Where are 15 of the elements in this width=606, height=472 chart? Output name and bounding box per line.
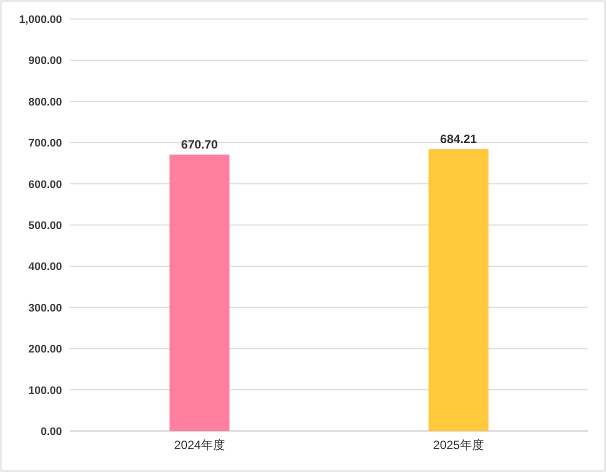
x-tick-label: 2024年度 [174, 438, 225, 452]
y-tick-label: 0.00 [40, 426, 62, 438]
y-tick-label: 700.00 [28, 138, 62, 150]
y-tick-label: 100.00 [28, 384, 62, 397]
x-tick-label: 2025年度 [433, 438, 484, 452]
y-tick-label: 500.00 [28, 220, 62, 232]
y-tick-label: 600.00 [28, 178, 62, 191]
y-tick-label: 300.00 [28, 302, 62, 314]
data-label: 670.70 [181, 138, 218, 152]
y-tick-label: 900.00 [28, 55, 62, 68]
y-tick-label: 400.00 [28, 261, 62, 274]
data-label: 684.21 [440, 132, 478, 146]
y-tick-label: 1,000.00 [19, 14, 62, 26]
y-tick-label: 800.00 [28, 96, 62, 108]
y-tick-label: 200.00 [28, 344, 62, 356]
